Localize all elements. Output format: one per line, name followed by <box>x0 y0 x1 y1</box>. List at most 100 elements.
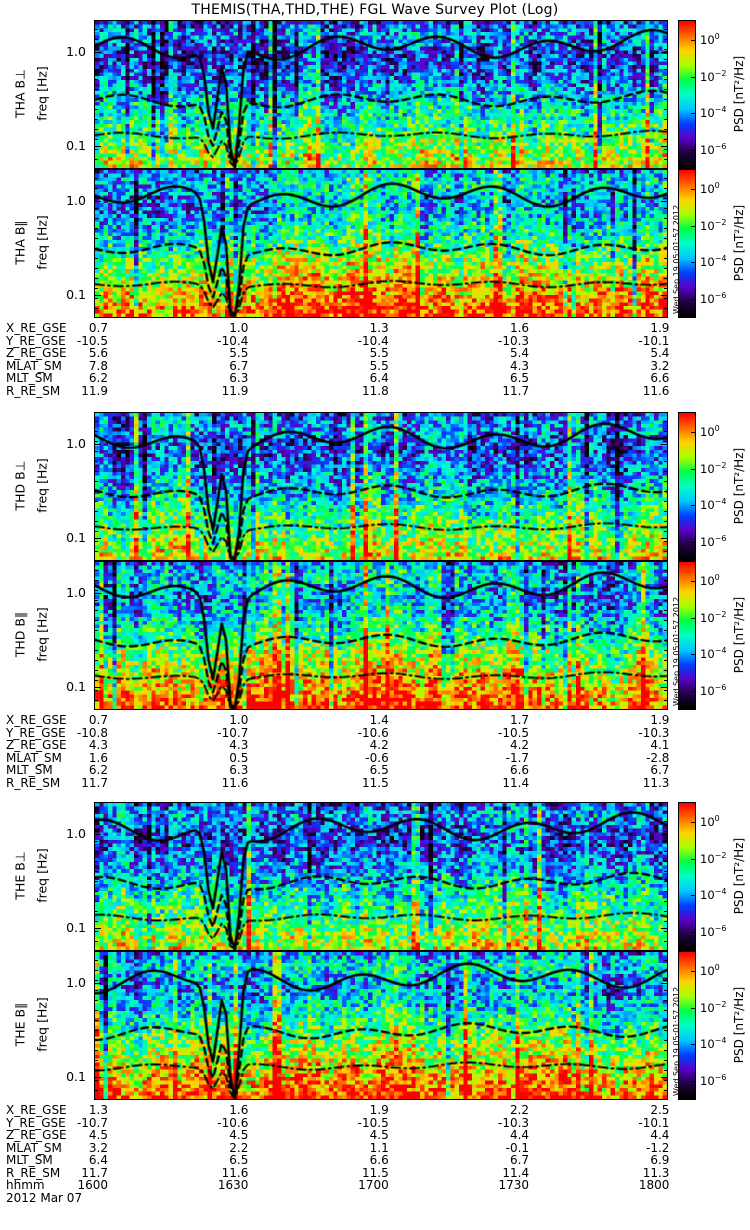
y-minor-tick-right-tha-para-8 <box>664 257 668 259</box>
ephemeris-value-tha-0-0: 0.7 <box>88 321 108 335</box>
colorbar-tick-thd-para-1: 10−2 <box>700 609 727 625</box>
ephemeris-value-thd-4-3: 6.6 <box>509 763 530 777</box>
ephemeris-row-label-thd-2: Z_RE_GSE <box>6 738 67 752</box>
ephemeris-value-tha-1-4: -10.1 <box>638 333 670 348</box>
spectrogram-panel-thd-para[interactable] <box>94 561 668 710</box>
y-minor-tick-right-tha-perp-2 <box>664 48 668 50</box>
ephemeris-row-label-tha-2: Z_RE_GSE <box>6 346 67 360</box>
ephemeris-value-tha-5-2: 11.8 <box>362 383 389 398</box>
ephemeris-value-tha-2-2: 5.5 <box>369 346 389 360</box>
y-minor-tick-right-tha-perp-12 <box>664 148 668 150</box>
y-minor-tick-the-perp-5 <box>94 860 98 862</box>
ephemeris-value-thd-2-3: 4.2 <box>509 738 530 752</box>
table-row: X_RE_GSE 1.3 1.6 1.9 2.2 2.5 <box>6 1104 669 1117</box>
ephemeris-value-the-3-4: -1.2 <box>646 1140 670 1155</box>
y-minor-tick-right-thd-perp-10 <box>664 520 668 522</box>
y-tick-mark-right-tha-perp-1 <box>661 145 668 147</box>
y-minor-tick-right-tha-para-4 <box>664 217 668 219</box>
ephemeris-value-tha-3-4: 3.2 <box>650 358 670 373</box>
ephemeris-value-tha-5-0: 11.9 <box>81 383 108 398</box>
ephemeris-value-the-4-0: 6.4 <box>88 1153 108 1167</box>
y-tick-mark-right-the-perp-1 <box>661 927 668 929</box>
y-minor-tick-tha-perp-4 <box>94 68 98 70</box>
y-minor-tick-right-the-para-5 <box>664 1009 668 1011</box>
y-tick-mark-tha-perp-1 <box>94 145 101 147</box>
ephemeris-value-tha-4-1: 6.3 <box>229 371 249 385</box>
y-minor-tick-right-tha-perp-10 <box>664 128 668 130</box>
table-row: MLT_SM 6.4 6.5 6.6 6.7 6.9 <box>6 1153 669 1167</box>
y-tick-mark-right-tha-para-1 <box>661 294 668 296</box>
spectrogram-panel-tha-perp[interactable] <box>94 20 668 169</box>
y-minor-tick-right-the-para-10 <box>664 1059 668 1061</box>
ephemeris-row-label-the-4: MLT_SM <box>6 1153 53 1167</box>
colorbar-tick-the-perp-3: 10−6 <box>700 923 727 939</box>
gyrofrequency-overlay-tha-perp <box>95 21 667 168</box>
ephemeris-value-thd-1-4: -10.3 <box>638 725 670 740</box>
ephemeris-value-tha-2-0: 5.6 <box>88 346 108 360</box>
ephemeris-value-the-1-0: -10.7 <box>76 1115 108 1130</box>
y-minor-tick-thd-para-11 <box>94 679 98 681</box>
colorbar-tick-tha-para-0: 100 <box>700 181 720 196</box>
ephemeris-value-thd-0-2: 1.4 <box>369 713 389 727</box>
y-minor-tick-right-thd-para-10 <box>664 669 668 671</box>
y-minor-tick-right-tha-para-11 <box>664 287 668 289</box>
y-minor-tick-the-para-12 <box>94 1079 98 1081</box>
y-tick-mark-right-thd-para-1 <box>661 686 668 688</box>
y-minor-tick-the-perp-3 <box>94 840 98 842</box>
y-minor-tick-right-thd-perp-9 <box>664 510 668 512</box>
y-minor-tick-right-the-perp-13 <box>664 940 668 942</box>
spectrogram-panel-the-perp[interactable] <box>94 802 668 951</box>
ephemeris-value-thd-5-1: 11.6 <box>221 775 249 790</box>
y-minor-tick-right-tha-perp-7 <box>664 98 668 100</box>
y-minor-tick-right-the-para-1 <box>664 969 668 971</box>
render-timestamp-thd: Wed Sep 19 05:01:57 2012 <box>672 596 681 706</box>
y-minor-tick-thd-para-6 <box>94 629 98 631</box>
y-minor-tick-right-tha-perp-5 <box>664 78 668 80</box>
y-minor-tick-right-tha-para-6 <box>664 237 668 239</box>
spectrogram-panel-the-para[interactable] <box>94 951 668 1100</box>
y-minor-tick-thd-perp-8 <box>94 500 98 502</box>
panel-label-thd-para: THD B∥ <box>12 611 28 657</box>
y-minor-tick-right-the-perp-4 <box>664 850 668 852</box>
colorbar-tick-mark-tha-perp-1 <box>691 76 696 78</box>
y-tick-label-tha-para-0: 1.0 <box>66 193 86 209</box>
y-minor-tick-tha-para-4 <box>94 217 98 219</box>
colorbar-tick-mark-the-perp-2 <box>691 895 696 897</box>
y-axis-title-the-para: freq [Hz] <box>34 996 50 1052</box>
spectrogram-panel-thd-perp[interactable] <box>94 412 668 561</box>
ephemeris-row-label-thd-0: X_RE_GSE <box>6 713 67 727</box>
ephemeris-value-the-0-2: 1.9 <box>369 1103 389 1117</box>
ephemeris-value-thd-4-2: 6.5 <box>369 763 389 777</box>
ephemeris-value-tha-1-2: -10.4 <box>357 333 389 348</box>
ephemeris-row-label-the-3: MLAT_SM <box>6 1140 62 1155</box>
ephemeris-value-the-5-2: 11.5 <box>362 1165 389 1180</box>
y-minor-tick-tha-para-1 <box>94 187 98 189</box>
ephemeris-value-the-2-4: 4.4 <box>650 1128 670 1142</box>
ephemeris-row-label-tha-0: X_RE_GSE <box>6 321 67 335</box>
y-minor-tick-thd-perp-0 <box>94 420 98 422</box>
y-tick-mark-right-the-perp-0 <box>661 834 668 836</box>
colorbar-tick-the-para-0: 100 <box>700 963 720 978</box>
ephemeris-value-the-3-0: 3.2 <box>88 1140 108 1155</box>
y-minor-tick-thd-perp-1 <box>94 430 98 432</box>
colorbar-tick-mark-thd-perp-3 <box>691 541 696 543</box>
y-minor-tick-the-para-2 <box>94 979 98 981</box>
y-minor-tick-right-tha-para-9 <box>664 267 668 269</box>
y-minor-tick-tha-perp-7 <box>94 98 98 100</box>
y-minor-tick-right-the-perp-5 <box>664 860 668 862</box>
ephemeris-value-tha-2-3: 5.4 <box>509 346 530 360</box>
spectrogram-panel-tha-para[interactable] <box>94 169 668 318</box>
ephemeris-value-the-0-0: 1.3 <box>88 1103 108 1117</box>
y-minor-tick-tha-perp-8 <box>94 108 98 110</box>
ephemeris-value-the-2-0: 4.5 <box>88 1128 108 1142</box>
y-minor-tick-the-para-6 <box>94 1019 98 1021</box>
ephemeris-value-thd-5-0: 11.7 <box>81 775 108 790</box>
y-tick-mark-the-para-1 <box>94 1076 101 1078</box>
y-minor-tick-right-the-perp-2 <box>664 830 668 832</box>
y-tick-label-the-perp-1: 0.1 <box>66 919 86 935</box>
y-minor-tick-right-the-para-0 <box>664 959 668 961</box>
y-minor-tick-tha-perp-10 <box>94 128 98 130</box>
colorbar-title-the-para: PSD [nT²/Hz] <box>732 986 746 1063</box>
ephemeris-row-label-thd-5: R_RE_SM <box>6 775 61 790</box>
ephemeris-value-the-4-1: 6.5 <box>229 1153 249 1167</box>
